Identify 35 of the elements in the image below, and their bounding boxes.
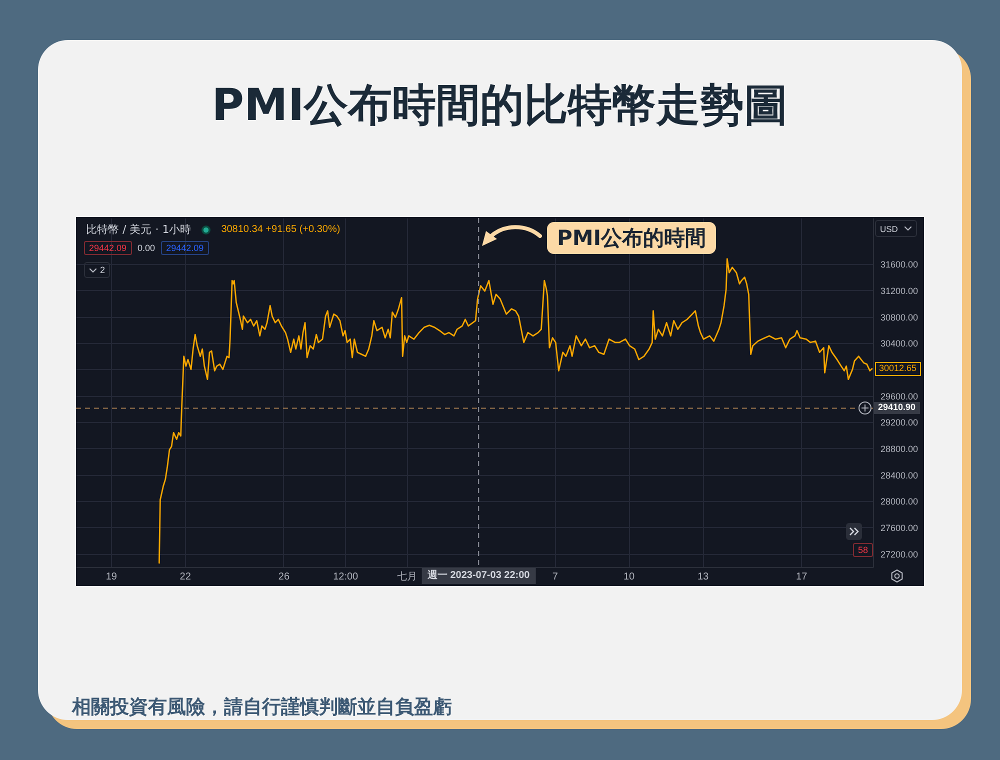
x-tick-label: 22 <box>180 572 192 582</box>
text: USD <box>880 224 898 234</box>
y-tick-label: 31200.00 <box>880 286 918 296</box>
ref-line-label: 週一 2023-07-03 22:00 <box>421 568 536 584</box>
annotation: 30810.34 +91.65 (+0.30%) <box>221 224 340 235</box>
annotation: 30012.65 <box>874 362 921 376</box>
y-tick-label: 29600.00 <box>880 391 918 402</box>
x-tick-label: 10 <box>623 572 636 582</box>
x-tick-label: 26 <box>278 572 290 582</box>
y-tick-label: 27600.00 <box>880 522 918 533</box>
y-tick-label: 29200.00 <box>880 418 918 428</box>
y-tick-label: 30400.00 <box>880 338 918 349</box>
ref-line-label: 29410.90 <box>874 402 920 414</box>
line-series <box>158 258 873 564</box>
annotation: 58 <box>853 543 874 557</box>
x-tick-label: 7 <box>552 572 558 582</box>
annotation: 29442.09 <box>84 241 132 255</box>
y-tick-label: 31600.00 <box>880 260 918 270</box>
y-tick-label: 27200.00 <box>880 549 918 560</box>
x-tick-label: 17 <box>796 572 808 582</box>
y-tick-label: 28400.00 <box>880 470 918 480</box>
text: 比特幣 / 美元 · 1小時 <box>86 222 192 237</box>
annotation: 2 <box>100 265 106 275</box>
chart-title: PMI公布時間的比特幣走勢圖 <box>210 79 790 133</box>
x-tick-label: 12:00 <box>333 572 359 582</box>
annotation: 29442.09 <box>161 241 209 255</box>
y-tick-label: 28000.00 <box>880 496 918 507</box>
annotation: 0.00 <box>138 242 156 254</box>
x-tick-label: 13 <box>697 572 710 582</box>
y-tick-label: 30800.00 <box>880 312 918 322</box>
annotation: PMI公布的時間 <box>547 222 716 254</box>
x-tick-label: 19 <box>106 572 118 582</box>
text: 相關投資有風險，請自行謹慎判斷並自負盈虧 <box>72 695 452 720</box>
y-tick-label: 28800.00 <box>880 444 918 454</box>
x-tick-label: 七月 <box>397 570 418 582</box>
